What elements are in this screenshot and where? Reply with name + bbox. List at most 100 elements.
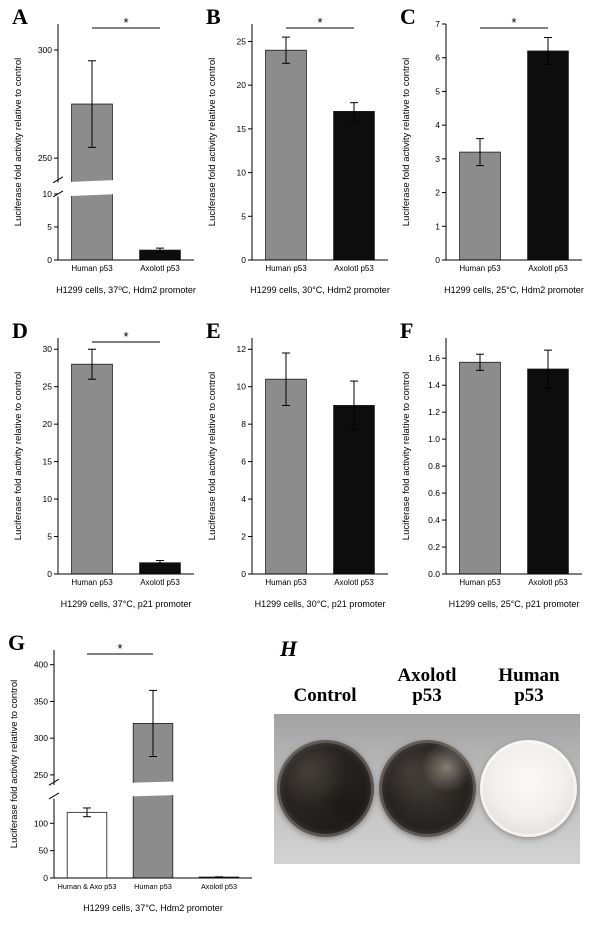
y-tick-label: 2	[435, 188, 440, 198]
y-tick-label: 0.8	[428, 461, 440, 471]
petri-dish-human-p53	[480, 740, 577, 838]
y-tick-label: 25	[43, 382, 53, 392]
bar-axolotl-p53	[527, 50, 569, 261]
y-tick-label: 12	[237, 344, 247, 354]
chart-B: 0 5 10 15 20 25 Human p53 Axolotl p53 * Luciferas…	[207, 15, 388, 273]
y-tick-label: 0	[241, 569, 246, 579]
y-tick-label: 250	[38, 153, 52, 163]
chart-C: 0 1 2 3 4 5 6 7 Human p53 Axolotl p53 * Luciferase …	[401, 15, 582, 273]
y-tick-label: 2	[241, 532, 246, 542]
y-axis-title: Luciferase fold activity relative to con…	[13, 372, 24, 540]
y-tick-label: 10	[237, 168, 247, 178]
y-tick-label: 0.0	[428, 569, 440, 579]
bar-human-p53	[71, 363, 113, 575]
y-tick-label: 4	[241, 494, 246, 504]
y-axis-title: Luciferase fold activity relative to con…	[401, 372, 412, 540]
panel-H: H Control Axolotl p53 Human p53	[266, 634, 590, 864]
axis-break-slash	[48, 778, 60, 786]
x-category-label: Human p53	[265, 578, 307, 587]
x-category-label: Human p53	[134, 882, 172, 891]
y-tick-label: 30	[43, 344, 53, 354]
panel-letter-G: G	[8, 630, 26, 655]
x-category-label: Human p53	[265, 264, 307, 273]
x-category-label: Human p53	[71, 264, 113, 273]
dish-label-line: p53	[412, 684, 442, 706]
panel-F: F 0.0 0.2 0.4 0.6 0.8 1.0 1.2 1.4 1.6 Human p53 Ax…	[400, 320, 590, 609]
x-category-label: Human p53	[459, 264, 501, 273]
chart-F: 0.0 0.2 0.4 0.6 0.8 1.0 1.2 1.4 1.6 Human p53 Axol…	[401, 338, 582, 587]
y-tick-label: 0.4	[428, 515, 440, 525]
petri-dish-axolotl-p53	[378, 740, 476, 838]
panel-letter-A: A	[12, 4, 28, 29]
dish-labels: Control Axolotl p53 Human p53	[274, 666, 580, 706]
axis-break-band	[46, 779, 252, 799]
y-tick-label: 1	[435, 221, 440, 231]
y-tick-label: 5	[47, 532, 52, 542]
caption-A: H1299 cells, 37⁰C, Hdm2 promoter	[56, 285, 196, 295]
panel-D: D 0 5 10 15 20 25 30 Human p53 Axolotl p53 * Lucif…	[12, 320, 202, 609]
panel-letter-E: E	[206, 318, 221, 343]
caption-F: H1299 cells, 25°C, p21 promoter	[448, 599, 580, 609]
dish-label-line: Human	[498, 665, 560, 686]
y-tick-label: 5	[435, 86, 440, 96]
y-tick-label: 350	[34, 696, 48, 706]
y-tick-label: 0	[47, 569, 52, 579]
y-tick-label: 25	[237, 36, 247, 46]
dish-label-line: Control	[293, 684, 357, 706]
y-tick-label: 300	[38, 45, 52, 55]
y-axis-title: Luciferase fold activity relative to con…	[13, 58, 24, 226]
y-tick-label: 100	[34, 818, 48, 828]
axis-break-band	[50, 176, 194, 197]
x-category-label: Human & Axo p53	[58, 882, 117, 891]
y-tick-label: 0	[47, 255, 52, 265]
axis-break-slash	[48, 792, 60, 800]
y-tick-label: 1.4	[428, 380, 440, 390]
x-category-label: Axolotl p53	[140, 264, 180, 273]
y-tick-label: 20	[237, 80, 247, 90]
y-tick-label: 0.2	[428, 542, 440, 552]
y-axis-title: Luciferase fold activity relative to con…	[207, 372, 218, 540]
y-axis-title: Luciferase fold activity relative to con…	[9, 680, 20, 848]
panel-letter-B: B	[206, 4, 221, 29]
dish-label-axolotl-p53: Axolotl p53	[376, 666, 478, 706]
y-axis-title: Luciferase fold activity relative to con…	[207, 58, 218, 226]
axis-break-slash	[52, 176, 64, 184]
chart-D: 0 5 10 15 20 25 30 Human p53 Axolotl p53 * Lucifer…	[13, 329, 194, 587]
panel-letter-F: F	[400, 318, 414, 343]
bar-axolotl-p53	[527, 368, 569, 575]
bar-human-p53	[459, 151, 501, 261]
panel-E: E 0 2 4 6 8 10 12 Human p53 Axolotl p53 Luciferas…	[206, 320, 396, 609]
y-tick-label: 1.2	[428, 407, 440, 417]
y-tick-label: 5	[241, 211, 246, 221]
y-tick-label: 7	[435, 19, 440, 29]
x-category-label: Axolotl p53	[528, 578, 568, 587]
dish-label-line: p53	[514, 684, 544, 706]
caption-B: H1299 cells, 30°C, Hdm2 promoter	[250, 285, 390, 295]
y-tick-label: 0	[43, 873, 48, 883]
panel-G: G 0 50 100 250 300 350 400 Human & Axo p53 Human…	[8, 632, 260, 913]
significance-star: *	[117, 641, 122, 656]
chart-G: 0 50 100 250 300 350 400 Human & Axo p53 Human p…	[9, 641, 252, 891]
y-tick-label: 20	[43, 419, 53, 429]
panel-C: C 0 1 2 3 4 5 6 7 Human p53 Axolotl p53 * Luciferas…	[400, 4, 590, 296]
y-tick-label: 6	[241, 457, 246, 467]
dish-label-human-p53: Human p53	[478, 666, 580, 706]
bar-human-p53	[265, 378, 307, 575]
y-axis-title: Luciferase fold activity relative to con…	[401, 58, 412, 226]
y-tick-label: 4	[435, 120, 440, 130]
panel-letter-H: H	[280, 636, 298, 661]
significance-star: *	[123, 329, 128, 344]
y-tick-label: 10	[43, 494, 53, 504]
bar-human-p53	[265, 49, 307, 261]
panel-letter-C: C	[400, 4, 416, 29]
panel-A: A 0 5 10 250 300 Human p53 Axolotl p53 * Lucifer…	[12, 6, 202, 296]
dish-label-control: Control	[274, 666, 376, 706]
chart-E: 0 2 4 6 8 10 12 Human p53 Axolotl p53 Luciferase …	[207, 338, 388, 587]
y-tick-label: 6	[435, 53, 440, 63]
y-tick-label: 0.6	[428, 488, 440, 498]
caption-D: H1299 cells, 37°C, p21 promoter	[60, 599, 192, 609]
x-category-label: Axolotl p53	[528, 264, 568, 273]
y-tick-label: 50	[39, 846, 49, 856]
y-tick-label: 300	[34, 733, 48, 743]
significance-star: *	[511, 15, 516, 30]
